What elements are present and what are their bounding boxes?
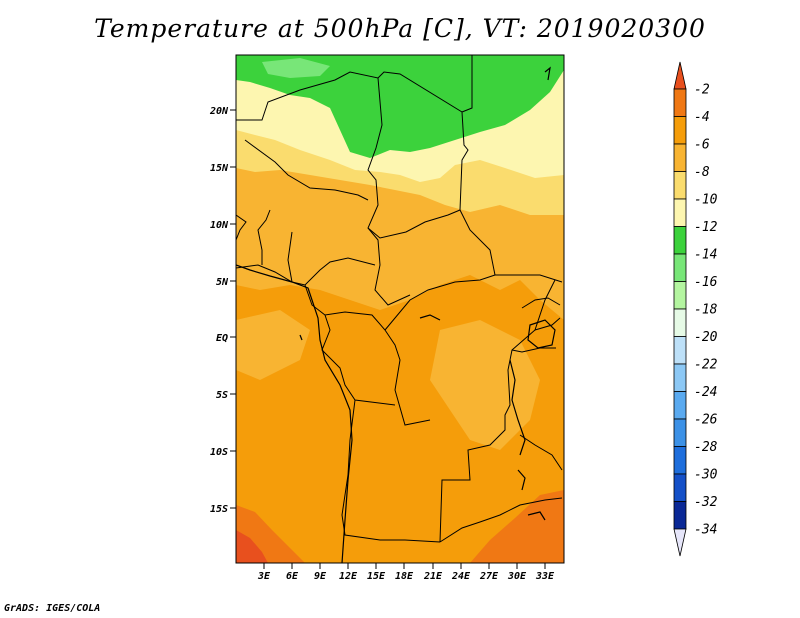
colorbar-label: -10 — [694, 193, 718, 208]
colorbar-swatch — [673, 143, 687, 172]
longitude-ticks: 3E 6E 9E 12E 15E 18E 21E 24E 27E 30E 33E — [257, 563, 555, 582]
colorbar-swatch — [673, 171, 687, 200]
lat-label: 15S — [210, 504, 228, 515]
lon-label: 30E — [507, 571, 527, 582]
colorbar-swatch — [673, 418, 687, 447]
colorbar-label: -28 — [694, 440, 718, 455]
colorbar-label: -34 — [694, 523, 717, 538]
lat-label: 5N — [216, 277, 229, 288]
lon-label: 12E — [339, 571, 358, 582]
lon-label: 15E — [367, 571, 386, 582]
colorbar-label: -14 — [694, 248, 717, 263]
colorbar-swatch — [673, 88, 687, 117]
colorbar — [673, 61, 687, 557]
temperature-field — [236, 55, 564, 563]
colorbar-label: -30 — [694, 468, 718, 483]
colorbar-swatch — [673, 391, 687, 420]
lat-label: 20N — [209, 106, 229, 117]
colorbar-label: -32 — [694, 495, 718, 510]
field-minus14 — [236, 55, 564, 158]
colorbar-top-arrow — [673, 61, 687, 90]
colorbar-swatch — [673, 363, 687, 392]
lon-label: 6E — [286, 571, 299, 582]
field-minus8-west — [236, 310, 310, 380]
colorbar-swatch — [673, 116, 687, 145]
colorbar-label: -20 — [694, 330, 718, 345]
lon-label: 18E — [395, 571, 414, 582]
colorbar-label: -2 — [694, 83, 710, 98]
colorbar-label: -8 — [694, 165, 710, 180]
colorbar-swatch — [673, 253, 687, 282]
colorbar-label: -26 — [694, 413, 718, 428]
colorbar-swatch — [673, 198, 687, 227]
field-minus2-southwest — [236, 530, 268, 563]
lon-label: 9E — [314, 571, 327, 582]
map-title: Temperature at 500hPa [C], VT: 201902030… — [94, 14, 706, 43]
colorbar-label: -16 — [694, 275, 718, 290]
grads-credit: GrADS: IGES/COLA — [4, 603, 101, 614]
lon-label: 33E — [535, 571, 555, 582]
lon-label: 21E — [423, 571, 443, 582]
coastlines-lakes — [236, 66, 556, 563]
country-borders — [236, 55, 563, 543]
field-minus16 — [262, 58, 330, 78]
colorbar-swatch — [673, 501, 687, 530]
lat-label: EQ — [216, 333, 228, 344]
colorbar-swatch — [673, 336, 687, 365]
colorbar-bottom-arrow — [673, 528, 687, 557]
colorbar-swatch — [673, 473, 687, 502]
colorbar-labels: -2 -4 -6 -8 -10 -12 -14 -16 -18 -20 -22 … — [694, 83, 718, 538]
lon-label: 24E — [451, 571, 471, 582]
colorbar-label: -4 — [694, 110, 710, 125]
colorbar-label: -12 — [694, 220, 718, 235]
lat-label: 15N — [210, 163, 229, 174]
colorbar-label: -18 — [694, 303, 718, 318]
lon-label: 3E — [257, 571, 271, 582]
map-frame — [235, 54, 565, 564]
colorbar-label: -22 — [694, 358, 718, 373]
colorbar-swatch — [673, 446, 687, 475]
field-minus8-south — [430, 320, 540, 450]
lon-label: 27E — [479, 571, 499, 582]
lat-label: 10N — [210, 220, 229, 231]
field-minus4-southeast — [470, 490, 564, 563]
colorbar-swatch — [673, 226, 687, 255]
colorbar-label: -6 — [694, 138, 710, 153]
colorbar-swatch — [673, 308, 687, 337]
lat-label: 5S — [216, 390, 228, 401]
lat-label: 10S — [210, 447, 228, 458]
colorbar-swatch — [673, 281, 687, 310]
colorbar-label: -24 — [694, 385, 717, 400]
latitude-ticks: 20N 15N 10N 5N EQ 5S 10S 15S — [209, 106, 236, 515]
